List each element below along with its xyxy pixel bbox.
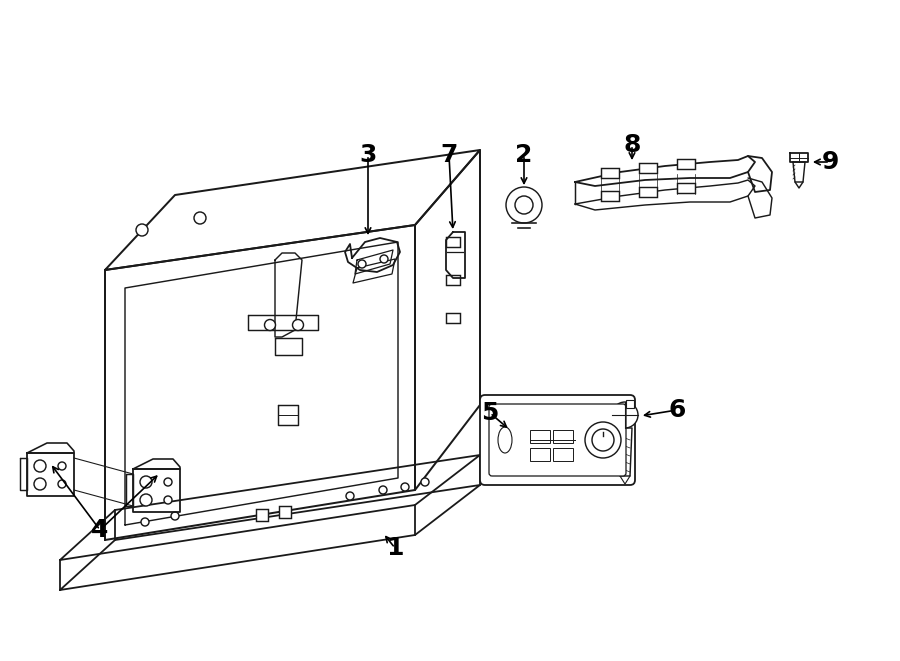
Circle shape [58, 462, 66, 470]
Circle shape [358, 260, 366, 268]
Circle shape [164, 478, 172, 486]
Circle shape [292, 319, 303, 330]
Circle shape [380, 255, 388, 263]
Circle shape [34, 478, 46, 490]
Circle shape [379, 486, 387, 494]
Circle shape [612, 402, 638, 428]
Circle shape [171, 512, 179, 520]
Bar [601, 168, 619, 178]
Bar [279, 506, 291, 518]
Bar [530, 448, 550, 461]
Text: 1: 1 [386, 536, 404, 560]
Text: 3: 3 [359, 143, 377, 167]
Circle shape [592, 429, 614, 451]
Bar [553, 448, 573, 461]
Circle shape [58, 480, 66, 488]
Ellipse shape [498, 427, 512, 453]
Circle shape [421, 478, 429, 486]
Bar [446, 237, 460, 247]
Bar [639, 187, 657, 197]
Circle shape [585, 422, 621, 458]
Circle shape [140, 494, 152, 506]
Circle shape [141, 518, 149, 526]
Bar [553, 430, 573, 443]
FancyBboxPatch shape [489, 404, 626, 476]
Text: 2: 2 [516, 143, 533, 167]
Bar [639, 163, 657, 173]
Bar [626, 400, 634, 408]
Circle shape [265, 319, 275, 330]
Bar [677, 159, 695, 169]
Circle shape [194, 212, 206, 224]
Text: 7: 7 [440, 143, 458, 167]
Bar [256, 509, 268, 521]
Bar [530, 430, 550, 443]
Bar [446, 313, 460, 323]
Text: 9: 9 [822, 150, 839, 174]
Bar [446, 275, 460, 285]
Bar [601, 191, 619, 201]
Text: 4: 4 [91, 518, 109, 542]
Circle shape [136, 224, 148, 236]
Circle shape [506, 187, 542, 223]
Circle shape [140, 476, 152, 488]
Circle shape [515, 196, 533, 214]
Text: 5: 5 [482, 401, 499, 425]
Circle shape [401, 483, 409, 491]
Text: 8: 8 [624, 133, 641, 157]
Text: 6: 6 [669, 398, 686, 422]
Bar [677, 183, 695, 193]
Circle shape [346, 492, 354, 500]
FancyBboxPatch shape [480, 395, 635, 485]
Circle shape [164, 496, 172, 504]
Circle shape [34, 460, 46, 472]
